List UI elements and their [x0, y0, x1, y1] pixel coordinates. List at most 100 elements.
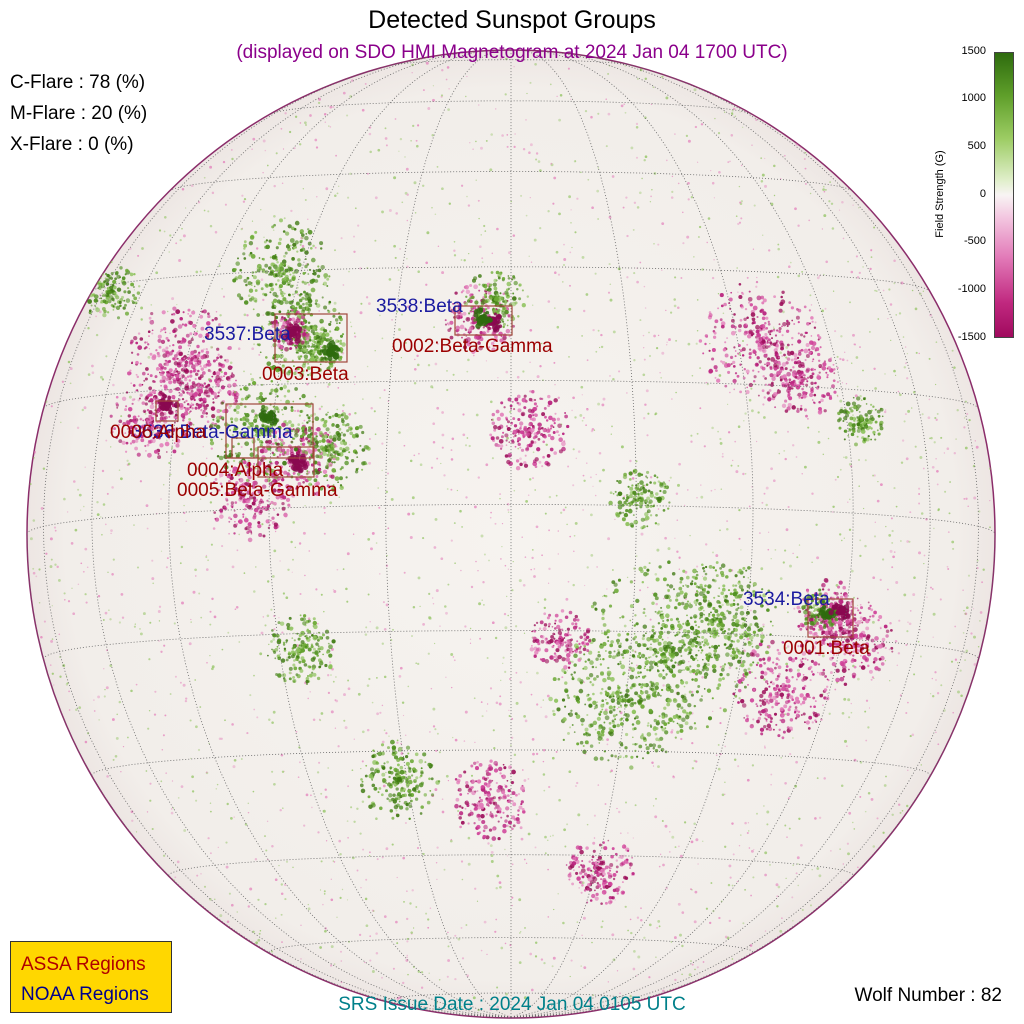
- field-speckle: [381, 976, 383, 979]
- field-speckle: [490, 850, 494, 854]
- field-speckle: [529, 952, 533, 956]
- field-speckle: [690, 840, 694, 844]
- field-speckle: [211, 191, 215, 195]
- field-speckle: [897, 803, 901, 806]
- field-speckle: [506, 436, 509, 440]
- field-speckle: [171, 376, 174, 379]
- field-speckle: [337, 745, 340, 748]
- field-speckle: [856, 385, 859, 388]
- field-speckle: [729, 160, 731, 163]
- field-speckle: [144, 419, 147, 421]
- field-speckle: [874, 289, 877, 292]
- field-speckle: [166, 310, 169, 313]
- field-speckle: [341, 342, 346, 347]
- field-speckle: [726, 936, 730, 940]
- field-speckle: [876, 817, 879, 820]
- field-speckle: [430, 687, 433, 690]
- field-speckle: [252, 137, 256, 141]
- field-speckle: [874, 387, 877, 390]
- field-speckle: [341, 419, 345, 424]
- field-speckle: [530, 261, 533, 263]
- field-speckle: [292, 866, 294, 869]
- field-speckle: [359, 832, 362, 835]
- field-speckle: [197, 201, 201, 204]
- field-speckle: [678, 845, 680, 848]
- field-speckle: [504, 564, 507, 567]
- field-speckle: [347, 836, 349, 839]
- field-speckle: [648, 976, 651, 979]
- field-speckle: [946, 447, 950, 450]
- field-speckle: [375, 932, 378, 935]
- field-speckle: [271, 451, 275, 455]
- field-speckle: [310, 430, 313, 432]
- field-speckle: [536, 703, 539, 706]
- field-speckle: [219, 476, 221, 479]
- field-speckle: [354, 383, 356, 385]
- field-speckle: [570, 221, 572, 224]
- field-speckle: [261, 523, 264, 526]
- field-speckle: [544, 852, 547, 855]
- field-speckle: [395, 809, 398, 812]
- field-speckle: [103, 695, 106, 698]
- field-speckle: [301, 236, 304, 240]
- field-speckle: [888, 648, 891, 651]
- field-speckle: [480, 234, 482, 236]
- field-speckle: [623, 854, 626, 857]
- field-speckle: [177, 361, 181, 366]
- field-speckle: [385, 847, 389, 851]
- field-speckle: [711, 426, 714, 430]
- field-speckle: [872, 474, 875, 477]
- field-speckle: [486, 657, 489, 659]
- field-speckle: [301, 429, 305, 433]
- field-speckle: [264, 149, 267, 152]
- field-speckle: [608, 215, 612, 219]
- field-speckle: [282, 413, 284, 416]
- field-speckle: [103, 668, 105, 670]
- field-speckle: [302, 188, 304, 190]
- field-speckle: [169, 693, 172, 695]
- field-speckle: [583, 584, 586, 587]
- field-speckle: [507, 275, 510, 277]
- field-speckle: [252, 471, 255, 475]
- field-speckle: [494, 636, 498, 640]
- field-speckle: [299, 592, 302, 596]
- field-speckle: [330, 878, 332, 880]
- field-speckle: [696, 329, 699, 332]
- field-speckle: [148, 658, 151, 661]
- field-speckle: [417, 847, 419, 849]
- field-speckle: [590, 115, 593, 119]
- field-speckle: [643, 347, 645, 349]
- field-speckle: [644, 403, 647, 406]
- field-speckle: [711, 181, 715, 185]
- field-speckle: [140, 318, 143, 321]
- field-speckle: [666, 344, 668, 346]
- field-speckle: [640, 907, 642, 910]
- field-speckle: [843, 537, 845, 539]
- field-speckle: [131, 819, 134, 822]
- field-speckle: [450, 686, 453, 689]
- field-speckle: [757, 411, 760, 414]
- field-speckle: [115, 395, 119, 399]
- field-speckle: [874, 521, 876, 523]
- field-speckle: [96, 513, 100, 516]
- field-speckle: [952, 547, 955, 550]
- field-speckle: [803, 465, 807, 469]
- field-speckle: [209, 852, 212, 855]
- field-speckle: [427, 918, 430, 921]
- field-speckle: [562, 921, 565, 925]
- field-speckle: [644, 77, 648, 81]
- field-speckle: [118, 621, 122, 624]
- field-speckle: [840, 881, 843, 884]
- field-speckle: [172, 378, 175, 381]
- field-speckle: [766, 823, 769, 826]
- field-speckle: [908, 540, 911, 543]
- field-speckle: [29, 483, 32, 486]
- field-speckle: [749, 944, 753, 947]
- field-speckle: [413, 367, 417, 371]
- field-speckle: [690, 195, 694, 199]
- field-speckle: [342, 91, 346, 95]
- field-speckle: [761, 632, 764, 635]
- field-speckle: [178, 372, 180, 375]
- field-speckle: [750, 387, 753, 390]
- field-speckle: [377, 487, 379, 489]
